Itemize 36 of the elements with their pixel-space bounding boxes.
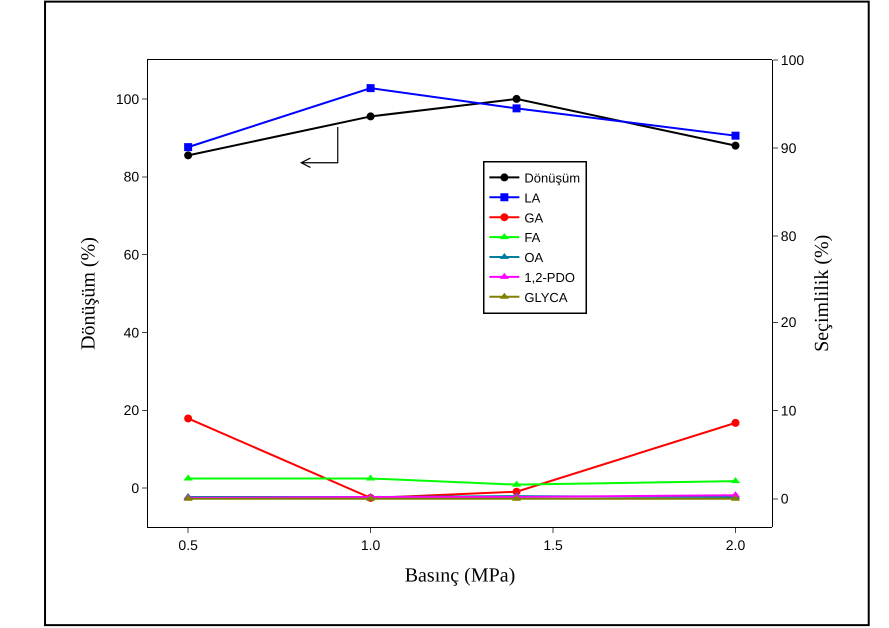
x-axis-title: Basınç (MPa) bbox=[404, 564, 516, 586]
legend-label: LA bbox=[524, 190, 541, 206]
y-tick-label: 40 bbox=[124, 324, 140, 340]
y-tick-label: 80 bbox=[124, 168, 140, 185]
y-tick-label: 20 bbox=[124, 402, 140, 418]
y2-axis-title: Seçimlilik (%) bbox=[810, 234, 833, 352]
legend-label: GLYCA bbox=[524, 290, 568, 305]
x-tick-label: 0.5 bbox=[178, 536, 198, 553]
point bbox=[184, 414, 192, 422]
x-tick-label: 2.0 bbox=[726, 536, 746, 553]
y2-tick-label: 0 bbox=[780, 490, 789, 507]
legend-label: Dönüşüm bbox=[524, 170, 580, 186]
y-tick-label: 100 bbox=[116, 90, 140, 107]
point bbox=[732, 132, 740, 140]
x-tick-label: 1.5 bbox=[543, 536, 563, 553]
legend-label: 1,2-PDO bbox=[524, 270, 575, 285]
y3-tick-label: 90 bbox=[780, 140, 797, 156]
point bbox=[512, 104, 521, 112]
y2-tick-label: 20 bbox=[780, 314, 797, 330]
y-tick-label: 0 bbox=[131, 480, 140, 496]
point bbox=[512, 94, 521, 103]
legend-label: GA bbox=[524, 210, 544, 226]
point bbox=[184, 143, 192, 152]
x-tick-label: 1.0 bbox=[360, 536, 381, 553]
y3-tick-label: 80 bbox=[780, 228, 797, 244]
point bbox=[184, 151, 192, 160]
y-axis-title: Dönüşüm (%) bbox=[77, 237, 100, 350]
point bbox=[732, 418, 740, 427]
legend-label: FA bbox=[524, 230, 541, 246]
y3-tick-label: 100 bbox=[780, 52, 804, 68]
y-tick-label: 60 bbox=[124, 246, 140, 262]
legend-label: OA bbox=[524, 250, 544, 266]
y2-tick-label: 10 bbox=[780, 402, 797, 418]
point bbox=[366, 84, 375, 92]
point bbox=[732, 142, 740, 150]
point bbox=[366, 112, 375, 120]
